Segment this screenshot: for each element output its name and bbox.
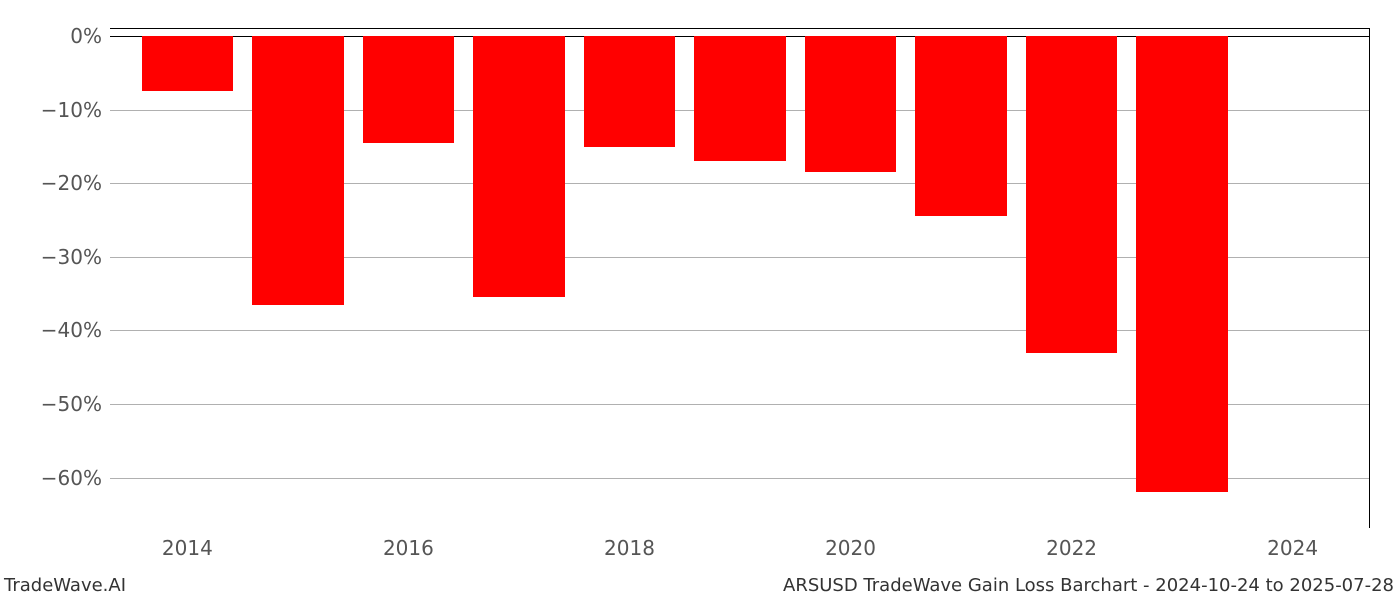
y-tick-label: −40% — [41, 318, 110, 342]
y-tick-label: −60% — [41, 466, 110, 490]
bar — [915, 36, 1007, 216]
footer-left-credit: TradeWave.AI — [4, 575, 126, 596]
x-tick-label: 2022 — [1046, 528, 1097, 560]
y-tick-label: 0% — [70, 24, 110, 48]
bar — [1136, 36, 1228, 492]
bar — [584, 36, 676, 146]
bar — [694, 36, 786, 161]
bar — [142, 36, 234, 91]
x-tick-label: 2016 — [383, 528, 434, 560]
y-tick-label: −20% — [41, 171, 110, 195]
bar — [805, 36, 897, 172]
chart-container: 0% −10% −20% −30% −40% −50% −60% 2014 2016 2018 20… — [0, 0, 1400, 600]
y-tick-label: −30% — [41, 245, 110, 269]
bar — [473, 36, 565, 297]
bar — [1026, 36, 1118, 352]
y-tick-label: −50% — [41, 392, 110, 416]
x-tick-label: 2014 — [162, 528, 213, 560]
x-tick-label: 2024 — [1267, 528, 1318, 560]
bar — [363, 36, 455, 143]
footer-right-caption: ARSUSD TradeWave Gain Loss Barchart - 20… — [783, 575, 1394, 596]
x-tick-label: 2020 — [825, 528, 876, 560]
plot-area: 0%−10%−20%−30%−40%−50%−60%20142016201820… — [110, 28, 1370, 528]
y-tick-label: −10% — [41, 98, 110, 122]
bar — [252, 36, 344, 304]
x-tick-label: 2018 — [604, 528, 655, 560]
